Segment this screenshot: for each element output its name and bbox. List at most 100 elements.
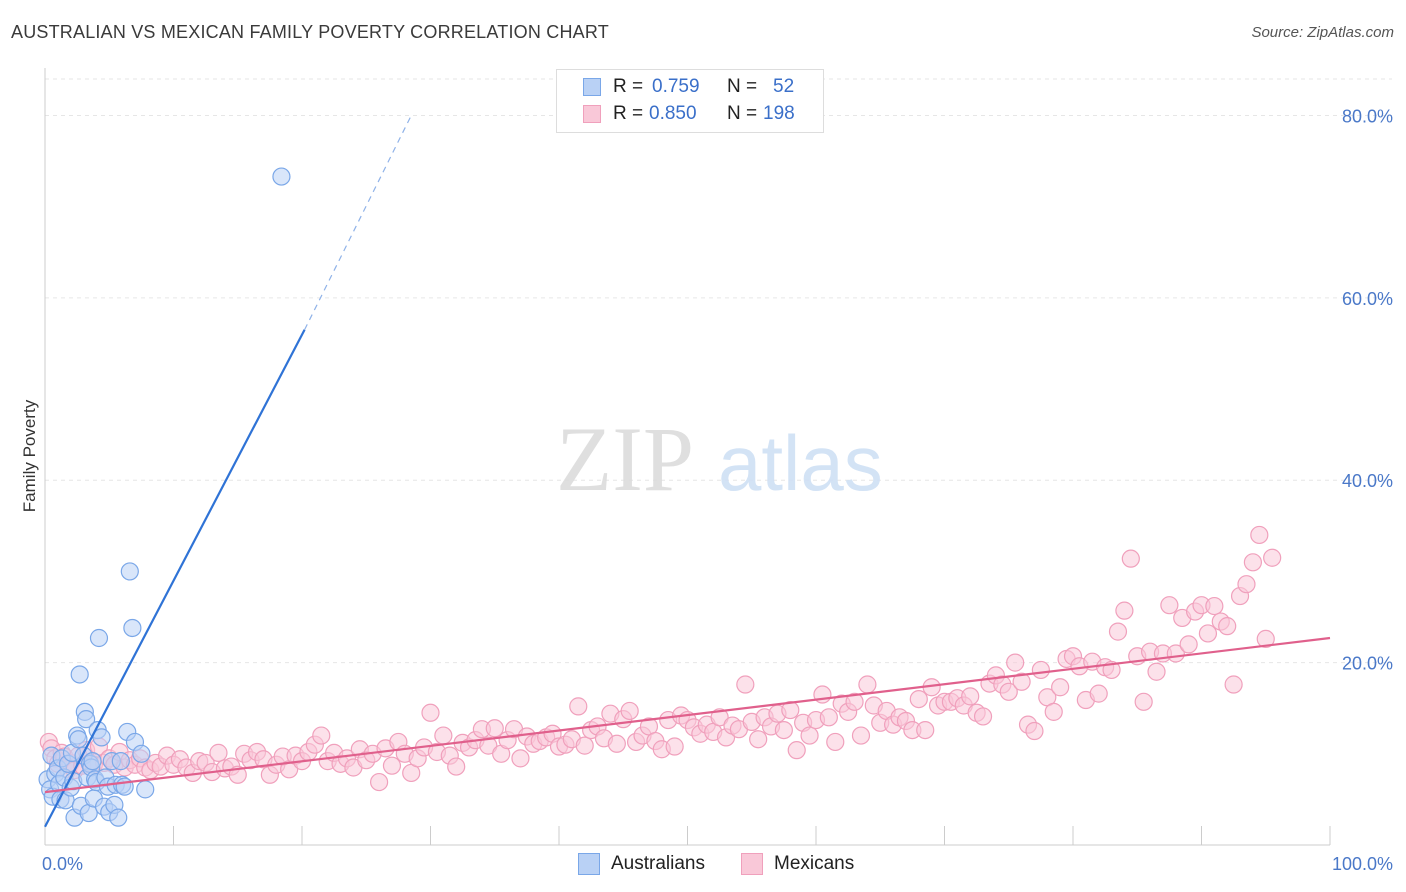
y-axis-label: Family Poverty: [20, 399, 39, 512]
mexican-point-117: [736, 675, 755, 694]
mexican-point-199: [1263, 548, 1282, 567]
australian-point-50: [136, 780, 155, 799]
mexican-point-35: [209, 743, 228, 762]
mexican-point-123: [774, 720, 793, 740]
mexican-point-145: [916, 720, 935, 740]
mexican-point-125: [787, 741, 806, 760]
mexican-point-193: [1224, 675, 1243, 694]
bottom-legend-swatch-australians: [578, 853, 600, 875]
mexican-point-78: [485, 719, 504, 738]
y-tick-label-3: 80.0%: [1342, 106, 1393, 126]
mexican-point-72: [447, 757, 466, 776]
mexican-point-181: [1147, 662, 1166, 681]
y-tick-label-0: 20.0%: [1342, 654, 1393, 674]
chart-title: AUSTRALIAN VS MEXICAN FAMILY POVERTY COR…: [11, 22, 609, 42]
australian-point-18: [70, 665, 89, 684]
mexican-point-68: [421, 703, 440, 722]
bottom-legend-label-australians: Australians: [611, 853, 705, 874]
mexican-point-172: [1089, 684, 1108, 703]
australian-point-46: [120, 562, 139, 581]
mexican-point-192: [1218, 617, 1237, 636]
mexican-point-119: [749, 730, 768, 749]
mexican-point-62: [382, 756, 402, 775]
bottom-legend-swatch-mexicans: [741, 853, 763, 875]
mexican-point-196: [1243, 553, 1263, 572]
australian-point-22: [77, 710, 96, 729]
legend-swatch-mexicans: [583, 105, 601, 123]
mexican-point-154: [973, 707, 993, 726]
legend-swatch-australians: [583, 78, 601, 96]
mexican-point-144: [909, 689, 928, 709]
mexican-point-160: [1012, 672, 1031, 691]
mexican-point-113: [710, 708, 729, 727]
mexican-point-134: [845, 692, 864, 711]
mexican-point-190: [1205, 596, 1224, 616]
mexican-point-60: [370, 772, 389, 792]
mexican-point-124: [781, 700, 800, 720]
mexican-point-51: [312, 726, 331, 745]
source-credit: Source: ZipAtlas.com: [1251, 24, 1394, 41]
australian-point-47: [123, 618, 142, 638]
mexican-point-183: [1160, 596, 1179, 615]
legend-n-label: N =: [727, 103, 758, 124]
mexican-point-176: [1115, 601, 1134, 620]
grid-lines: [45, 78, 1392, 664]
trend-line-australians-extension: [304, 115, 412, 331]
mexican-point-77: [479, 736, 498, 755]
legend-r-value: 0.850: [649, 103, 697, 124]
legend-n-value: 52: [773, 76, 795, 97]
legend: R = 0.759 N = 52 R = 0.850 N = 198: [556, 69, 824, 133]
mexican-point-195: [1237, 575, 1256, 594]
australian-point-27: [83, 752, 102, 771]
mexican-point-163: [1031, 660, 1050, 680]
mexican-point-127: [800, 726, 819, 745]
bottom-legend-label-mexicans: Mexicans: [774, 853, 855, 874]
mexican-point-179: [1134, 692, 1153, 711]
mexican-point-197: [1250, 525, 1269, 545]
y-tick-labels: 20.0% 40.0% 60.0% 80.0%: [1342, 106, 1393, 673]
x-tick-labels: 0.0% 100.0%: [42, 854, 1393, 874]
watermark: ZIP atlas: [556, 408, 883, 510]
legend-n-label: N =: [727, 76, 758, 97]
mexican-point-158: [999, 682, 1018, 701]
trend-line-mexicans: [44, 636, 1331, 794]
australian-point-42: [111, 752, 130, 771]
x-tick-label-1: 100.0%: [1332, 854, 1393, 874]
mexican-point-130: [819, 708, 838, 727]
watermark-atlas: atlas: [718, 419, 883, 507]
mexican-point-198: [1256, 629, 1275, 649]
mexican-point-91: [569, 697, 588, 716]
mexican-point-131: [826, 732, 845, 752]
australian-point-33: [92, 728, 111, 747]
mexican-point-82: [511, 749, 530, 768]
legend-r-value: 0.759: [652, 76, 700, 97]
mexican-point-175: [1108, 622, 1128, 641]
legend-n-value: 198: [763, 103, 795, 124]
australian-point-41: [109, 808, 128, 827]
y-tick-label-2: 60.0%: [1342, 289, 1393, 309]
trend-lines: [44, 115, 1331, 828]
series-australians: [38, 167, 291, 827]
australian-point-51: [272, 167, 291, 186]
mexican-point-106: [665, 737, 684, 756]
mexican-point-70: [434, 726, 453, 745]
legend-r-label: R =: [613, 76, 644, 97]
mexican-point-189: [1198, 624, 1218, 643]
mexican-point-159: [1006, 653, 1025, 672]
mexican-point-177: [1121, 549, 1140, 568]
series-mexicans: [39, 525, 1282, 792]
australian-point-49: [132, 744, 151, 763]
legend-r-label: R =: [613, 103, 644, 124]
trend-line-australians: [44, 329, 306, 828]
mexican-point-92: [575, 736, 594, 755]
mexican-point-135: [851, 726, 871, 745]
mexican-point-166: [1051, 678, 1070, 697]
x-tick-label-0: 0.0%: [42, 854, 83, 874]
mexican-point-136: [858, 675, 877, 694]
mexican-point-99: [620, 701, 639, 721]
australian-point-44: [115, 777, 134, 796]
mexican-point-97: [607, 734, 626, 753]
mexican-point-186: [1179, 635, 1198, 654]
y-tick-label-1: 40.0%: [1342, 471, 1393, 491]
